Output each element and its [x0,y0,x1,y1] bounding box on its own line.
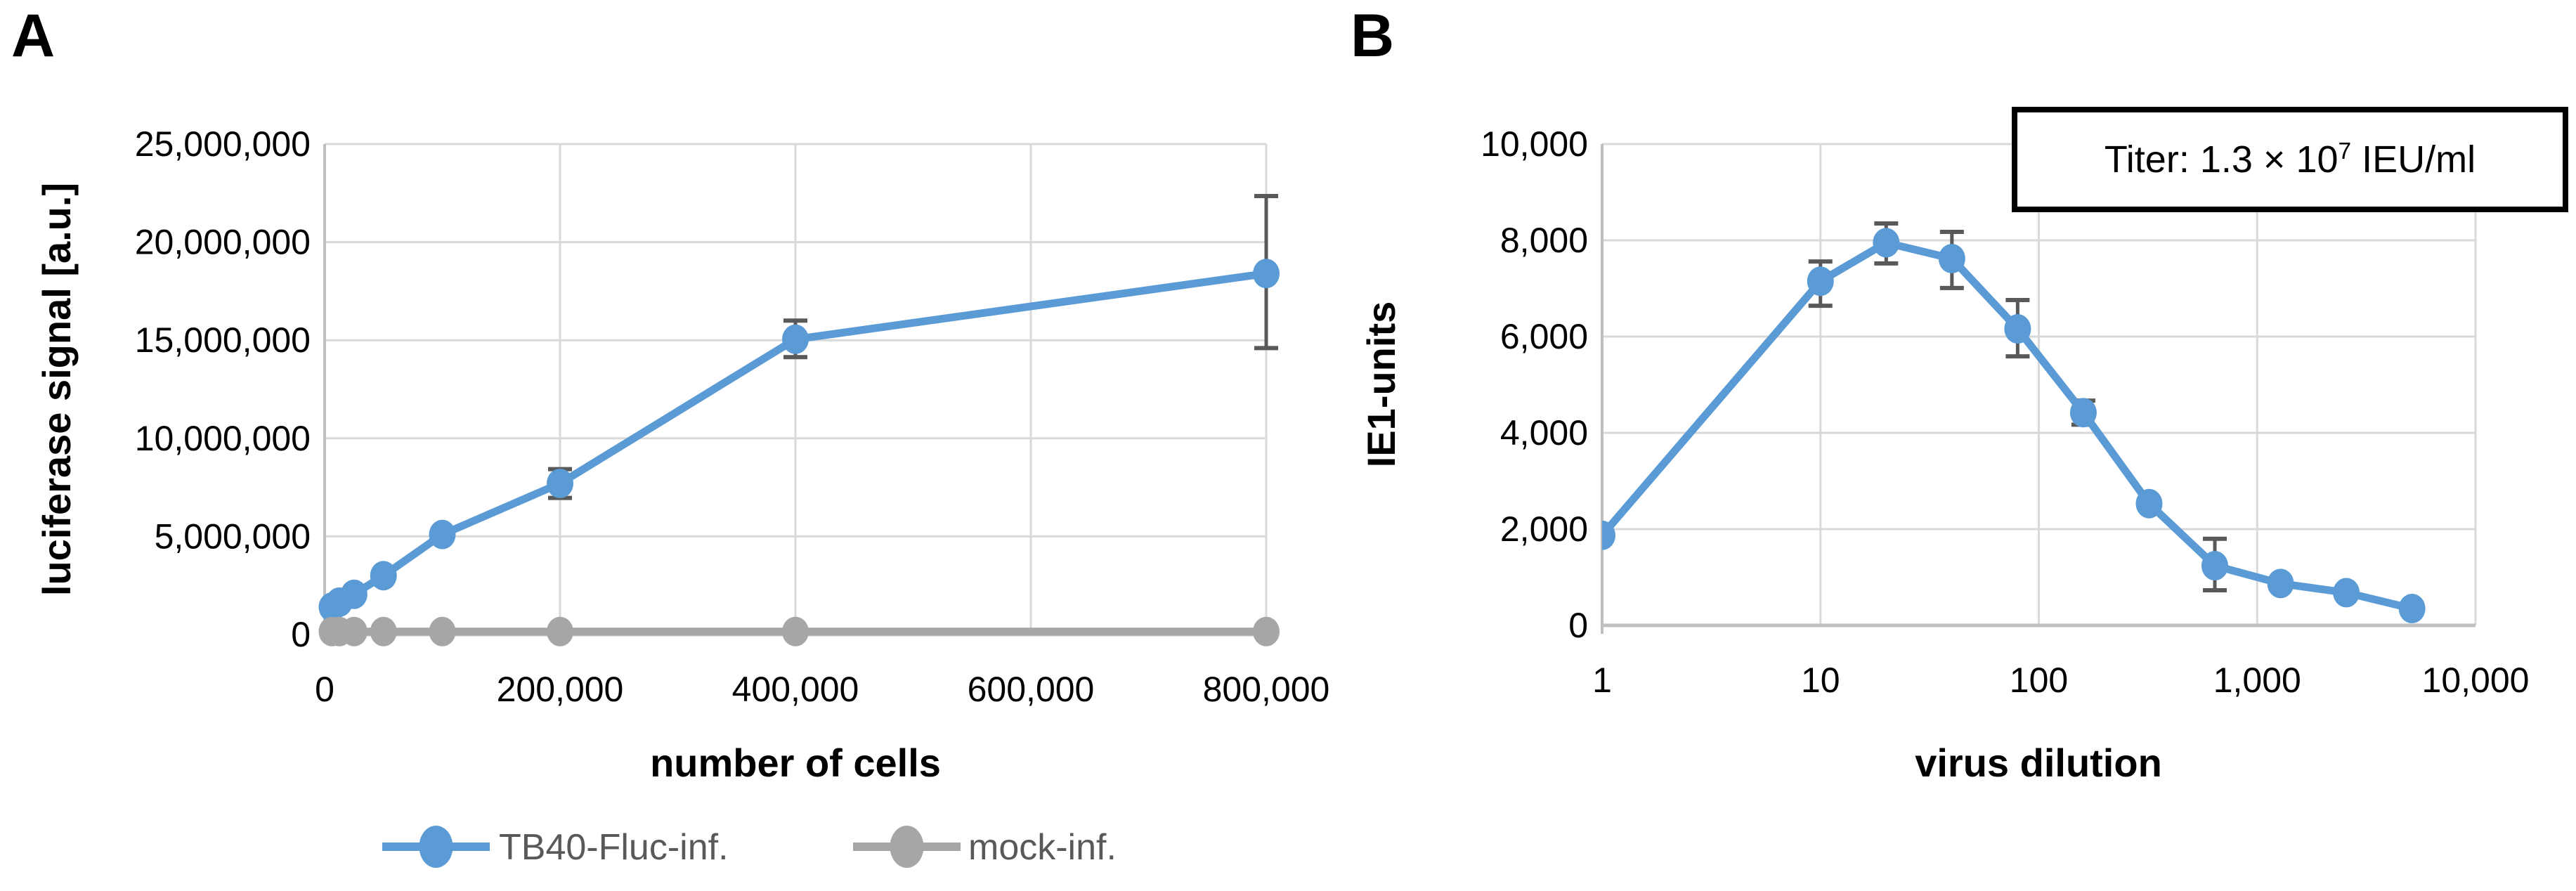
data-point-marker [782,324,809,354]
x-tick-label: 100 [2010,661,2068,700]
titer-annotation: Titer: 1.3 × 107 IEU/ml [2012,107,2568,212]
data-point-marker [547,616,573,646]
data-point-marker [2398,594,2426,624]
y-tick-label: 5,000,000 [155,516,311,556]
x-axis-title: virus dilution [1915,741,2162,785]
legend: TB40-Fluc-inf. mock-inf. [382,826,1117,868]
data-point-marker [547,469,573,499]
data-point-marker [2267,568,2294,599]
data-point-marker [370,561,397,591]
y-tick-label: 0 [291,615,311,654]
data-point-marker [1807,266,1834,297]
x-axis-title: number of cells [650,741,941,785]
y-axis-title: IE1-units [1359,301,1403,467]
chart-A: 0 200,000 400,000 600,000 800,000 0 5,000,000 1… [34,124,1329,868]
y-tick-label: 10,000,000 [135,419,311,458]
y-tick-label: 8,000 [1500,221,1588,260]
y-tick-label: 4,000 [1500,413,1588,453]
legend-marker [419,826,453,868]
y-axis-title: luciferase signal [a.u.] [34,183,79,596]
data-point-marker [2004,314,2031,344]
chart-B: 1 10 100 1,000 10,000 0 2,000 4,000 6,000 8,000 10… [1359,124,2529,785]
y-tick-label: 15,000,000 [135,320,311,360]
data-point-marker [2135,488,2163,519]
y-tick-label: 25,000,000 [135,124,311,164]
data-point-marker [782,616,809,646]
y-tick-label: 2,000 [1500,509,1588,549]
data-point-marker [2069,398,2097,428]
series-line [1602,238,2416,613]
data-point-marker [1253,616,1280,646]
data-point-marker [340,579,367,609]
x-tick-label: 1 [1592,661,1612,700]
y-tick-label: 0 [1568,606,1588,645]
data-point-marker [2333,578,2360,608]
panel-label-b: B [1351,2,1395,70]
y-tick-label: 20,000,000 [135,223,311,262]
series-tb40-fluc-inf [318,193,1280,622]
data-point-marker [429,616,456,646]
series-ie1-units [1602,221,2426,624]
panel-label-a: A [11,2,56,70]
data-point-marker [370,616,397,646]
x-tick-label: 10,000 [2422,661,2530,700]
x-tick-label: 1,000 [2213,661,2301,700]
data-point-marker [1938,244,1965,274]
data-point-marker [429,519,456,549]
y-tick-label: 6,000 [1500,317,1588,356]
legend-label: mock-inf. [968,827,1117,868]
x-tick-label: 400,000 [732,670,859,709]
x-tick-label: 0 [315,670,334,709]
legend-marker [890,826,924,868]
x-tick-label: 200,000 [497,670,624,709]
titer-text: Titer: 1.3 × 107 IEU/ml [2104,138,2476,181]
series-mock-inf [318,616,1280,646]
x-tick-label: 10 [1801,661,1840,700]
data-point-marker [340,616,367,646]
x-tick-label: 800,000 [1203,670,1330,709]
data-point-marker [2201,551,2229,581]
data-point-marker [1253,259,1280,289]
series-line [327,269,1270,611]
data-point-marker [1873,228,1900,258]
x-tick-label: 600,000 [968,670,1095,709]
y-tick-label: 10,000 [1481,124,1588,164]
legend-label: TB40-Fluc-inf. [499,827,729,868]
data-point-marker [1602,520,1615,550]
